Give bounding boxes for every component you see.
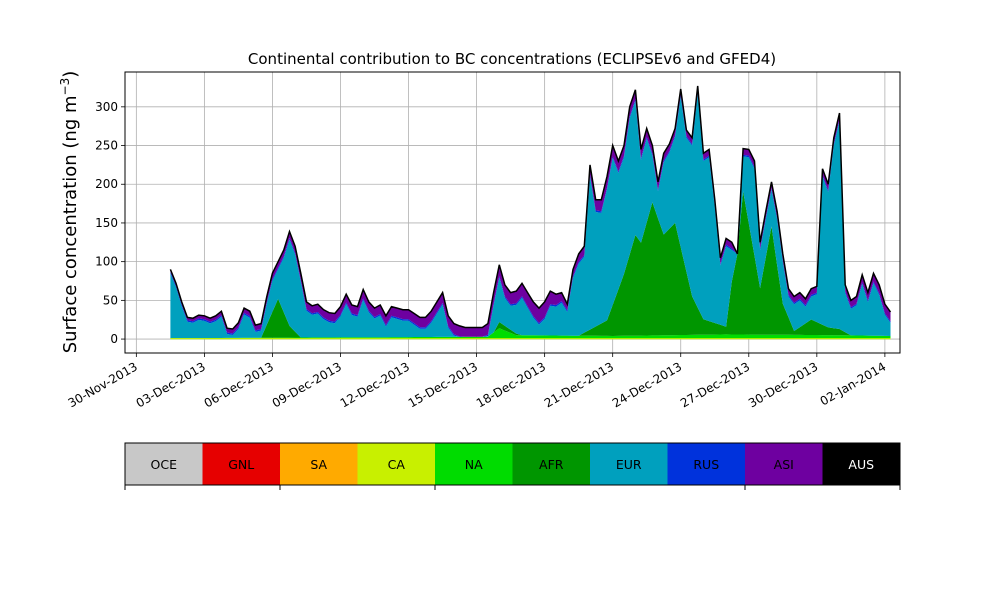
area-na xyxy=(170,328,891,340)
y-tick-label: 300 xyxy=(95,100,118,114)
y-tick-label: 50 xyxy=(103,293,118,307)
y-tick-label: 0 xyxy=(110,332,118,346)
legend-item-na: NA xyxy=(435,443,513,485)
y-axis-ticks: 0 50 100 150 200 250 300 xyxy=(95,100,125,346)
area-eur xyxy=(170,93,891,339)
chart-title: Continental contribution to BC concentra… xyxy=(248,50,776,68)
x-tick-label: 09-Dec-2013 xyxy=(270,359,344,410)
axes xyxy=(124,71,901,354)
legend-item-eur: EUR xyxy=(590,443,668,485)
x-tick-label: 18-Dec-2013 xyxy=(474,359,548,410)
y-tick-label: 250 xyxy=(95,139,118,153)
y-tick-label: 200 xyxy=(95,177,118,191)
area-aus-outline xyxy=(169,85,892,330)
legend-item-oce: OCE xyxy=(125,443,203,485)
y-axis-label-superscript: −3 xyxy=(58,78,72,96)
y-axis-label-main: Surface concentration (ng m xyxy=(60,95,81,353)
legend-item-asi: ASI xyxy=(745,443,823,485)
x-tick-label: 12-Dec-2013 xyxy=(338,359,412,410)
legend-swatch xyxy=(590,443,668,485)
y-axis-label: Surface concentration (ng m−3) xyxy=(58,71,81,354)
legend-label: GNL xyxy=(228,457,254,472)
x-tick-label: 21-Dec-2013 xyxy=(542,359,616,410)
legend-item-ca: CA xyxy=(357,443,436,485)
legend-label: OCE xyxy=(151,457,178,472)
y-tick-label: 150 xyxy=(95,216,118,230)
legend-swatch xyxy=(125,443,203,485)
legend-item-sa: SA xyxy=(280,443,358,485)
legend-swatch xyxy=(280,443,358,485)
legend-label: CA xyxy=(388,457,406,472)
legend-item-aus: AUS xyxy=(822,443,901,485)
x-tick-label: 03-Dec-2013 xyxy=(134,359,208,410)
legend-item-gnl: GNL xyxy=(202,443,281,485)
legend-colorbar: OCE GNL SA CA NA AFR EUR RUS ASI AUS xyxy=(124,442,901,490)
legend-swatch xyxy=(667,443,746,485)
x-tick-label: 30-Dec-2013 xyxy=(746,359,820,410)
x-tick-label: 27-Dec-2013 xyxy=(678,359,752,410)
legend-label: NA xyxy=(465,457,483,472)
y-axis-label-end: ) xyxy=(60,71,81,78)
x-tick-label: 06-Dec-2013 xyxy=(202,359,276,410)
stacked-areas xyxy=(169,85,892,340)
legend-label: ASI xyxy=(774,457,794,472)
legend-label: RUS xyxy=(693,457,719,472)
legend-label: AFR xyxy=(539,457,564,472)
plot-frame xyxy=(124,71,901,354)
legend-swatch xyxy=(822,443,901,485)
y-tick-label: 100 xyxy=(95,255,118,269)
x-tick-label: 15-Dec-2013 xyxy=(406,359,480,410)
legend-swatch xyxy=(202,443,281,485)
legend-frame xyxy=(124,442,901,486)
legend-label: AUS xyxy=(848,457,874,472)
legend-item-afr: AFR xyxy=(512,443,591,485)
area-afr xyxy=(170,191,891,339)
legend-item-rus: RUS xyxy=(667,443,746,485)
legend-swatch xyxy=(435,443,513,485)
x-axis-ticks: 30-Nov-201303-Dec-201306-Dec-201309-Dec-… xyxy=(66,353,889,410)
legend-label: SA xyxy=(310,457,327,472)
legend-swatch xyxy=(512,443,591,485)
legend-swatch xyxy=(745,443,823,485)
x-tick-label: 24-Dec-2013 xyxy=(610,359,684,410)
legend-swatch xyxy=(357,443,436,485)
x-tick-label: 30-Nov-2013 xyxy=(66,359,140,410)
legend-label: EUR xyxy=(616,457,642,472)
x-tick-label: 02-Jan-2014 xyxy=(818,359,889,408)
